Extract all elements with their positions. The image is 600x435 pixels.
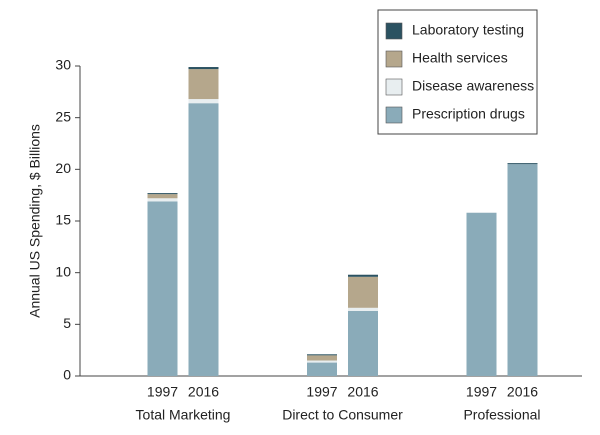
group-label: Total Marketing (136, 407, 231, 423)
bar-segment (507, 163, 538, 165)
bar-segment (307, 355, 337, 361)
y-tick-label: 0 (63, 367, 71, 383)
x-tick-label: 1997 (466, 384, 497, 400)
bar-segment (147, 201, 178, 376)
bar-segment (307, 362, 337, 376)
x-tick-label: 2016 (188, 384, 219, 400)
bar-segment (348, 307, 378, 311)
group-label: Professional (463, 407, 540, 423)
bar-segment (188, 103, 219, 376)
bar-segment (307, 354, 337, 356)
bar-segment (147, 198, 178, 202)
legend-label: Health services (412, 50, 508, 66)
legend-label: Laboratory testing (412, 22, 524, 38)
legend-label: Prescription drugs (412, 106, 525, 122)
bar-segment (307, 360, 337, 363)
y-axis-label: Annual US Spending, $ Billions (27, 124, 43, 318)
legend-swatch (385, 78, 403, 96)
legend (377, 9, 538, 135)
x-tick-label: 1997 (147, 384, 178, 400)
bar-segment (348, 310, 378, 376)
bar-segment (466, 212, 497, 376)
bar-segment (348, 276, 378, 308)
x-tick-label: 1997 (306, 384, 337, 400)
group-label: Direct to Consumer (282, 407, 403, 423)
legend-swatch (385, 22, 403, 40)
y-tick-label: 30 (55, 57, 71, 73)
y-tick-label: 5 (63, 315, 71, 331)
legend-swatch (385, 50, 403, 68)
y-tick-label: 25 (55, 108, 71, 124)
y-tick-label: 10 (55, 263, 71, 279)
y-tick-label: 15 (55, 212, 71, 228)
legend-label: Disease awareness (412, 78, 534, 94)
bar-segment (188, 99, 219, 104)
bar-segment (188, 67, 219, 70)
bar-segment (188, 69, 219, 100)
bar-segment (348, 274, 378, 277)
bar-segment (147, 194, 178, 199)
legend-swatch (385, 106, 403, 124)
bar-segment (507, 164, 538, 376)
x-tick-label: 2016 (347, 384, 378, 400)
x-tick-label: 2016 (507, 384, 538, 400)
y-tick-label: 20 (55, 160, 71, 176)
bar-segment (147, 193, 178, 195)
